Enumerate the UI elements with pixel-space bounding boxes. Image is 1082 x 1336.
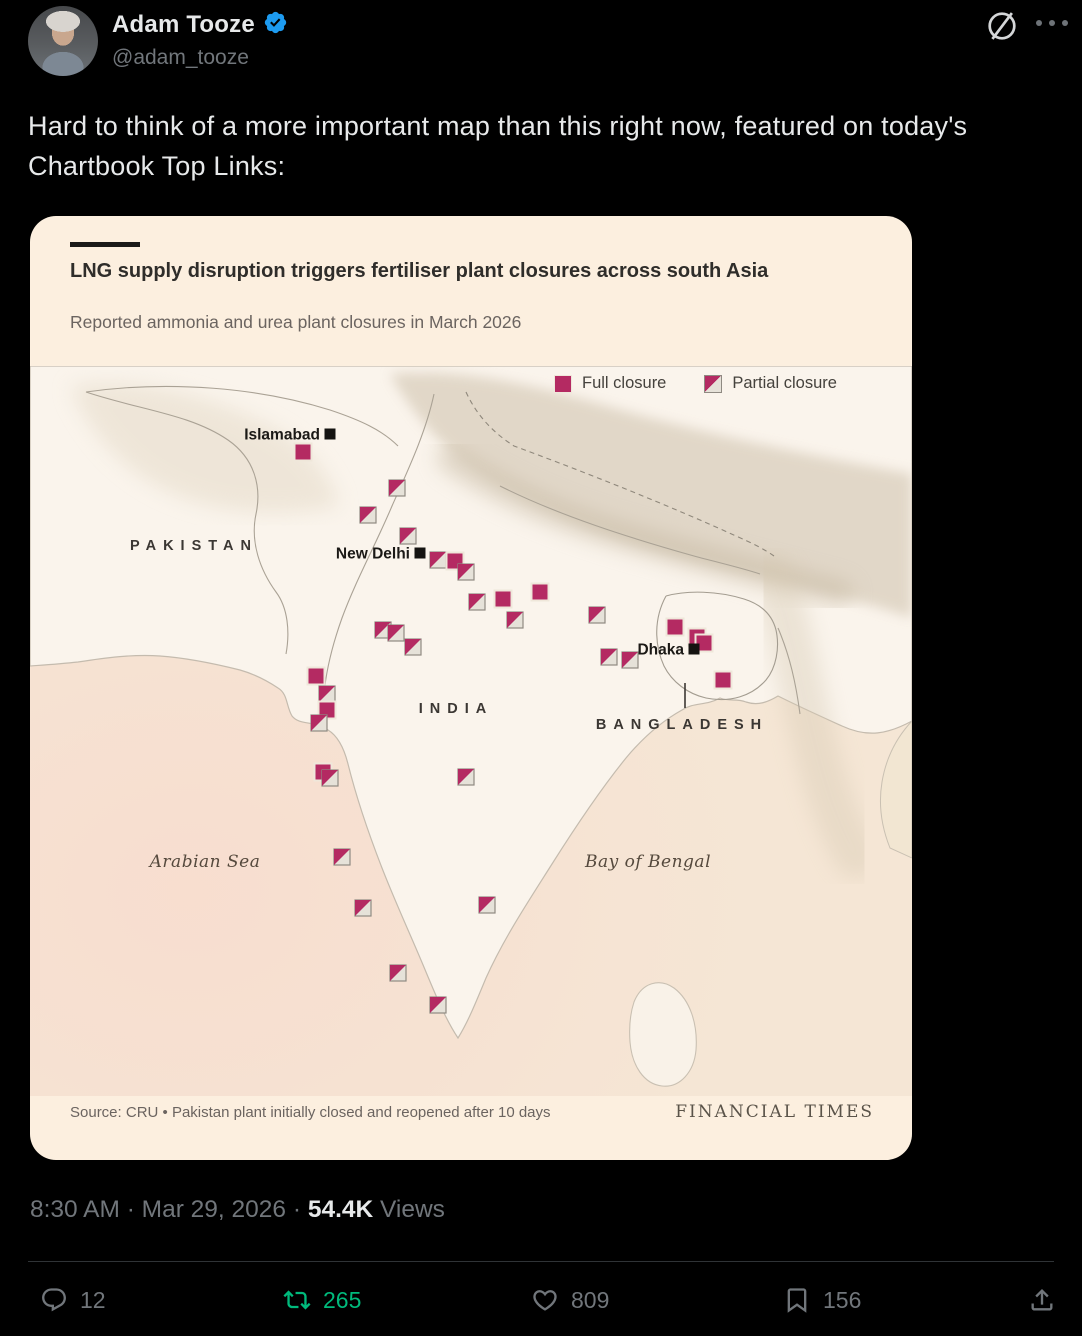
embedded-image-card[interactable]: LNG supply disruption triggers fertilise…: [30, 216, 912, 1160]
partial-closure-marker: [468, 593, 486, 611]
views-count: 54.4K: [307, 1196, 374, 1223]
repost-button[interactable]: 265: [283, 1286, 361, 1314]
divider: [28, 1261, 1054, 1262]
city-marker: Islamabad: [244, 427, 336, 444]
country-label: PAKISTAN: [130, 538, 258, 554]
full-closure-marker: [306, 666, 326, 686]
repost-icon: [283, 1286, 311, 1314]
ft-title-dash: [70, 242, 140, 247]
bookmark-count: 156: [823, 1286, 862, 1313]
source-note: Source: CRU • Pakistan plant initially c…: [70, 1104, 551, 1121]
partial-closure-marker: [478, 896, 496, 914]
afghan-highlands: [70, 383, 340, 513]
partial-closure-marker: [389, 964, 407, 982]
partial-closure-marker: [310, 714, 328, 732]
partial-closure-marker: [506, 611, 524, 629]
full-closure-marker: [293, 442, 313, 462]
dashed-border: [465, 391, 775, 557]
partial-closure-marker: [399, 527, 417, 545]
full-closure-marker: [713, 670, 733, 690]
partial-closure-marker: [388, 479, 406, 497]
partial-closure-marker: [600, 648, 618, 666]
city-markers: Islamabad New Delhi Dhaka: [244, 427, 700, 659]
tweet-text: Hard to think of a more important map th…: [28, 111, 968, 181]
repost-count: 265: [323, 1286, 362, 1313]
country-label: BANGLADESH: [596, 717, 768, 733]
chart-subtitle: Reported ammonia and urea plant closures…: [70, 312, 522, 332]
map-legend: Full closure Partial closure: [554, 374, 837, 393]
reply-count: 12: [80, 1286, 106, 1313]
country-label: INDIA: [419, 701, 493, 717]
reply-icon: [40, 1286, 68, 1314]
reply-button[interactable]: 12: [40, 1286, 106, 1314]
user-handle[interactable]: @adam_tooze: [112, 46, 249, 69]
timestamp-views: 8:30 AM · Mar 29, 2026 · 54.4K Views: [30, 1196, 445, 1224]
bookmark-icon: [783, 1286, 811, 1314]
sri-lanka: [629, 982, 697, 1087]
svg-text:Dhaka: Dhaka: [637, 642, 684, 659]
full-closure-marker: [665, 617, 685, 637]
myanmar-coast: [879, 720, 912, 859]
like-button[interactable]: 809: [531, 1286, 609, 1314]
bookmark-button[interactable]: 156: [783, 1286, 861, 1314]
display-name[interactable]: Adam Tooze: [112, 11, 255, 38]
legend-full-closure: Full closure: [554, 374, 666, 393]
partial-closure-marker: [457, 768, 475, 786]
svg-text:New Delhi: New Delhi: [336, 546, 410, 563]
partial-closure-swatch: [704, 374, 723, 393]
partial-closure-marker: [387, 624, 405, 642]
partial-closure-marker: [333, 848, 351, 866]
share-button[interactable]: [1028, 1286, 1056, 1314]
partial-closure-marker: [404, 638, 422, 656]
full-closure-marker: [694, 633, 714, 653]
city-marker: New Delhi: [336, 546, 426, 563]
full-closure-marker: [530, 582, 550, 602]
legend-partial-closure: Partial closure: [704, 374, 837, 393]
timestamp: 8:30 AM · Mar 29, 2026 ·: [30, 1196, 308, 1223]
verified-badge-icon: [263, 10, 288, 40]
country-borders: [85, 385, 801, 715]
views-label: Views: [373, 1196, 445, 1223]
south-asia-map: Arabian Sea Bay of Bengal PAKISTAN INDIA BAN…: [30, 366, 912, 1096]
like-icon: [531, 1286, 559, 1314]
share-icon: [1028, 1286, 1056, 1314]
partial-closure-marker: [588, 606, 606, 624]
grok-icon[interactable]: [984, 8, 1020, 44]
partial-closure-marker: [621, 651, 639, 669]
city-marker: Dhaka: [637, 642, 700, 659]
full-closure-swatch: [554, 374, 572, 393]
partial-closure-marker: [318, 685, 336, 703]
partial-closure-marker: [354, 899, 372, 917]
closure-markers: [293, 442, 733, 1014]
svg-text:Islamabad: Islamabad: [244, 427, 320, 444]
sea-label: Bay of Bengal: [584, 852, 711, 872]
chart-title: LNG supply disruption triggers fertilise…: [70, 260, 769, 282]
map-labels: Arabian Sea Bay of Bengal PAKISTAN INDIA BAN…: [130, 538, 768, 872]
partial-closure-marker: [457, 563, 475, 581]
northeast-hills: [750, 554, 878, 878]
like-count: 809: [571, 1286, 610, 1313]
partial-closure-marker: [429, 996, 447, 1014]
partial-closure-marker: [359, 506, 377, 524]
full-closure-marker: [493, 589, 513, 609]
avatar[interactable]: [28, 6, 98, 76]
partial-closure-marker: [429, 551, 447, 569]
financial-times-wordmark: FINANCIAL TIMES: [675, 1102, 874, 1122]
sea-label: Arabian Sea: [148, 852, 261, 872]
more-menu-icon[interactable]: [1036, 20, 1068, 26]
partial-closure-marker: [321, 769, 339, 787]
